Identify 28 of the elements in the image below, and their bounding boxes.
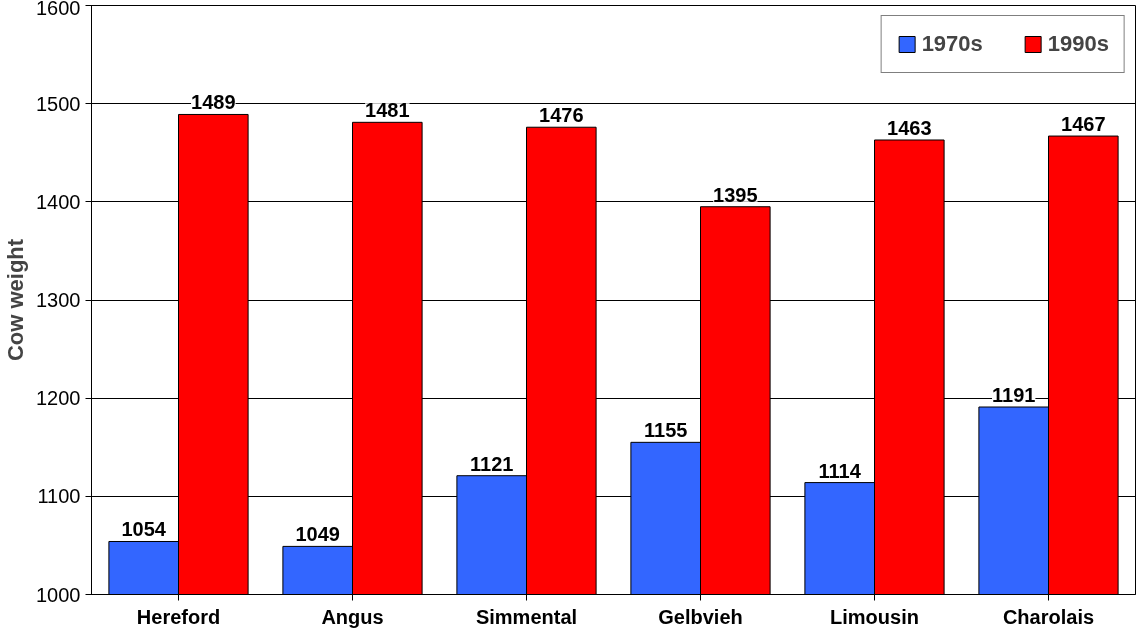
data-label: 1476 bbox=[539, 104, 584, 127]
x-tick-label: Angus bbox=[321, 605, 384, 628]
data-label: 1481 bbox=[365, 99, 410, 122]
y-tick-label: 1000 bbox=[36, 583, 81, 606]
data-label: 1114 bbox=[818, 459, 862, 482]
data-label: 1463 bbox=[887, 116, 932, 139]
legend-label: 1990s bbox=[1047, 31, 1109, 57]
data-label: 1054 bbox=[121, 518, 167, 541]
data-label: 1395 bbox=[713, 183, 758, 206]
data-label: 1121 bbox=[470, 452, 514, 475]
x-tick-label: Hereford bbox=[136, 605, 221, 628]
x-tick-label: Charolais bbox=[1002, 605, 1095, 628]
data-label: 1467 bbox=[1061, 113, 1106, 136]
legend-label: 1970s bbox=[921, 31, 983, 57]
data-label: 1155 bbox=[644, 419, 688, 442]
y-tick-label: 1200 bbox=[36, 387, 81, 410]
x-tick-label: Limousin bbox=[830, 605, 919, 628]
y-tick-label: 1100 bbox=[37, 485, 81, 508]
y-tick-label: 1300 bbox=[36, 289, 81, 311]
x-tick-label: Gelbvieh bbox=[658, 605, 743, 628]
data-label: 1049 bbox=[295, 523, 340, 546]
x-tick-label: Simmental bbox=[475, 605, 578, 628]
y-tick-label: 1600 bbox=[36, 0, 81, 19]
y-tick-label: 1500 bbox=[36, 92, 81, 115]
y-axis-title: Cow weight bbox=[3, 238, 29, 362]
data-label: 1191 bbox=[992, 384, 1036, 406]
y-tick-label: 1400 bbox=[36, 190, 81, 213]
data-label: 1489 bbox=[191, 91, 236, 114]
